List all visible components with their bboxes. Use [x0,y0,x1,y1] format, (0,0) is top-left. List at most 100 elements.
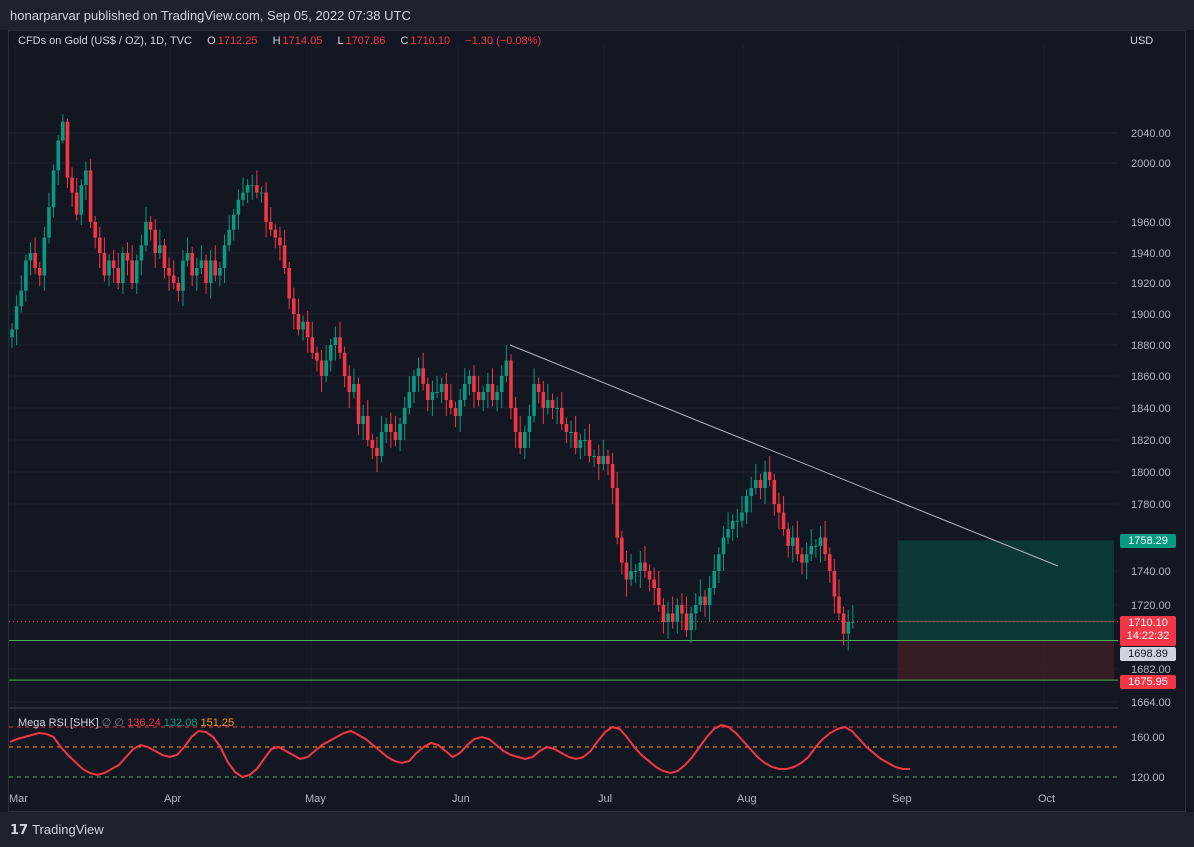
x-tick-label: Oct [1038,793,1055,805]
candle-body [338,337,342,353]
candle-body [33,253,37,268]
candle-body [518,432,522,448]
candle-body [356,384,361,424]
candle-body [393,432,398,440]
candle-body [61,121,65,141]
currency-label[interactable]: USD [1130,35,1154,47]
candle-body [264,192,268,222]
candle-body [121,253,125,283]
candle-body [481,392,486,400]
candle-body [245,185,250,193]
rsi-legend: Mega RSI [SHK] ∅ ∅ 136.24 132.08 151.25 [18,716,234,729]
candle-body [255,185,259,193]
candle-body [559,408,564,424]
candle-body [726,529,730,538]
open-label: O [207,35,216,47]
candle-body [416,368,421,376]
candle-body [610,464,615,488]
candle-body [476,392,481,400]
candle-body [486,384,490,392]
candle-body [51,170,56,208]
candle-body [740,512,744,521]
eye-icon[interactable]: ∅ [101,717,112,729]
candle-body [495,392,499,400]
candle-body [195,268,199,276]
candle-body [296,314,301,330]
candle-body [462,384,467,400]
candle-body [134,260,139,283]
y-tick-label: 1740.00 [1131,566,1171,578]
candle-body [823,537,827,555]
candle-body [573,432,578,448]
y-tick-label: 1920.00 [1131,278,1171,290]
candle-body [227,229,231,246]
candle-body [578,440,583,448]
candle-body [84,170,88,186]
candle-body [499,376,504,392]
x-tick-label: Mar [9,793,28,805]
candle-body [703,596,707,605]
rsi-name[interactable]: Mega RSI [SHK] [18,717,99,729]
candle-body [24,260,28,291]
candle-body [712,571,717,588]
candle-body [458,400,462,416]
candle-body [541,392,546,408]
candle-body [620,537,624,563]
rsi-line [9,723,910,779]
rsi-axis-label: 160.00 [1131,732,1165,744]
candle-body [790,537,795,546]
y-tick-label: 1800.00 [1131,467,1171,479]
candle-body [389,424,393,432]
candle-body [213,260,218,276]
chart-frame[interactable] [8,30,1186,812]
candle-body [167,268,171,276]
candle-body [523,432,527,448]
candle-body [841,613,846,634]
rsi-axis-label: 120.00 [1131,772,1165,784]
candle-body [536,384,541,392]
candle-body [342,352,347,376]
candle-body [328,345,333,361]
publisher-text: honarparvar published on TradingView.com… [10,8,411,23]
candle-body [42,237,47,276]
candle-body [684,613,689,631]
rsi-value-1: 136.24 [127,717,161,729]
candle-body [624,562,629,580]
candle-body [555,408,559,409]
candle-body [19,290,24,307]
candle-body [305,321,310,338]
candle-body [735,520,740,522]
y-tick-label: 1664.00 [1131,697,1171,709]
candle-body [707,588,712,605]
candle-body [347,376,352,392]
candle-body [509,360,513,408]
x-tick-label: Sep [892,793,912,805]
candle-body [14,306,19,330]
candle-body [37,268,42,276]
candle-body [324,360,328,376]
publisher-header [0,0,1194,30]
candle-body [204,260,208,283]
candle-body [777,504,781,513]
candle-body [804,554,809,563]
candle-body [181,260,185,291]
candle-body [430,392,435,400]
candle-body [185,253,190,261]
candle-body [268,222,273,230]
candle-body [333,337,338,345]
candle-body [647,571,652,580]
candle-body [513,408,518,432]
candle-body [754,480,758,488]
settings-icon[interactable]: ∅ [114,717,125,729]
candle-body [781,512,786,530]
candle-body [292,298,296,314]
candle-body [749,488,753,496]
tradingview-logo[interactable]: 17 TradingView [10,822,104,838]
candle-body [412,376,416,392]
candle-body [837,596,841,614]
symbol-name[interactable]: CFDs on Gold (US$ / OZ), 1D, TVC [18,35,193,47]
candle-body [490,384,495,400]
candle-body [693,605,698,614]
y-tick-label: 1840.00 [1131,403,1171,415]
